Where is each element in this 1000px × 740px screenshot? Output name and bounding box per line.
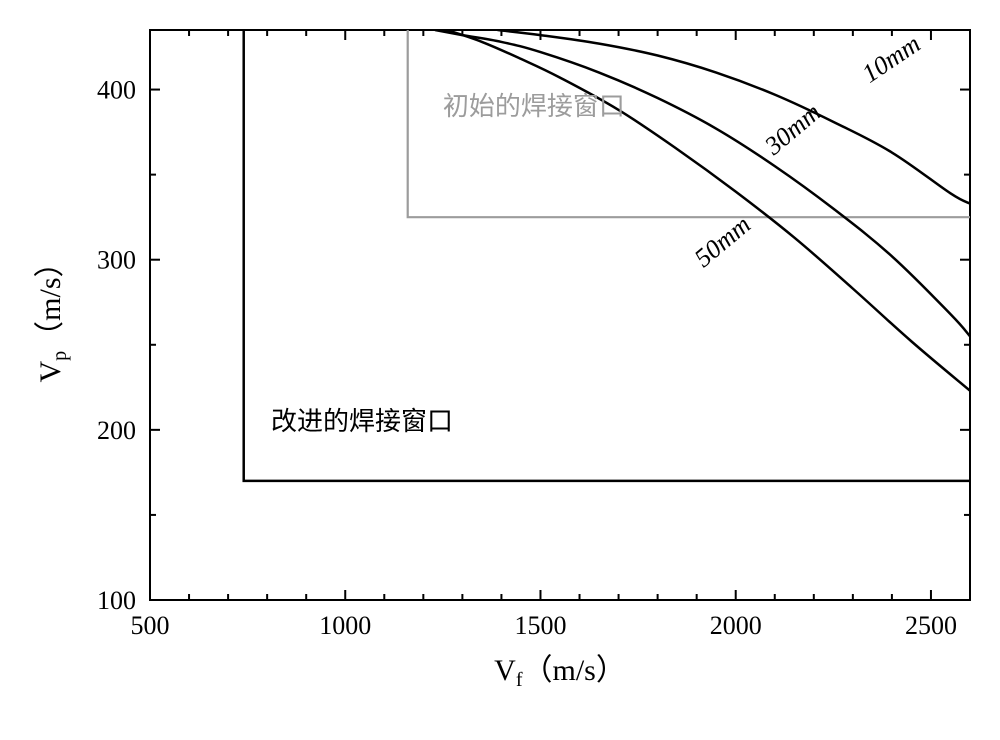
- initial-window-label: 初始的焊接窗口: [443, 92, 625, 121]
- x-tick-label: 1500: [514, 611, 566, 640]
- y-tick-label: 100: [97, 586, 136, 615]
- x-tick-label: 2000: [710, 611, 762, 640]
- x-axis-label: Vf（m/s）: [494, 654, 626, 691]
- y-tick-label: 300: [97, 246, 136, 275]
- x-tick-label: 1000: [319, 611, 371, 640]
- svg-text:Vf（m/s）: Vf（m/s）: [494, 654, 626, 691]
- y-tick-label: 400: [97, 76, 136, 105]
- svg-text:Vp（m/s）: Vp（m/s）: [34, 247, 71, 382]
- x-tick-label: 2500: [905, 611, 957, 640]
- x-tick-label: 500: [131, 611, 170, 640]
- chart-container: 500 1000 1500 2000 2500 100 200 300 400 Vf（m/s） Vp…: [0, 0, 1000, 740]
- improved-window-label: 改进的焊接窗口: [271, 407, 453, 436]
- y-axis-label: Vp（m/s）: [34, 247, 71, 382]
- y-tick-label: 200: [97, 416, 136, 445]
